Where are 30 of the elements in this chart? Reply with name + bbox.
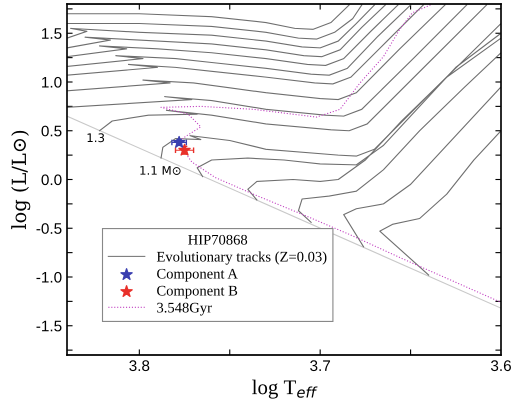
x-tick-label: 3.6 [490, 360, 511, 372]
x-tick-label: 3.8 [129, 360, 150, 372]
line-series [343, 86, 501, 248]
line-series [298, 52, 501, 223]
y-axis-title: log (L/L⊙) [11, 130, 30, 230]
legend-title: HIP70868 [188, 234, 248, 245]
y-tick-label: -1.0 [36, 272, 62, 283]
line-series [67, 4, 468, 117]
line-series [67, 4, 398, 66]
y-tick-label: 0.5 [42, 126, 62, 136]
y-tick-label: -1.5 [36, 320, 62, 332]
line-series [67, 4, 350, 30]
x-axis-title: log T$_{eff}$ [252, 380, 318, 399]
y-tick-label: 1.0 [42, 76, 62, 88]
annotation: 1.3 [88, 133, 104, 142]
line-series [98, 4, 488, 132]
y-tick-label: 0.0 [42, 174, 62, 186]
line-series [67, 4, 446, 100]
legend-label: Evolutionary tracks (Z=0.03) [156, 251, 326, 265]
annotation: 1.1 M⊙ [140, 166, 181, 175]
y-tick-label: 1.5 [42, 28, 62, 39]
legend-label: Component B [157, 286, 238, 299]
line-series [67, 4, 375, 48]
line-series [67, 4, 362, 40]
line-series [67, 4, 386, 58]
legend-label: 3.548Gyr [157, 302, 212, 316]
legend-label: Component A [157, 268, 238, 282]
line-series [379, 130, 501, 276]
x-tick-label: 3.7 [310, 360, 330, 372]
y-tick-label: -0.5 [36, 223, 62, 234]
